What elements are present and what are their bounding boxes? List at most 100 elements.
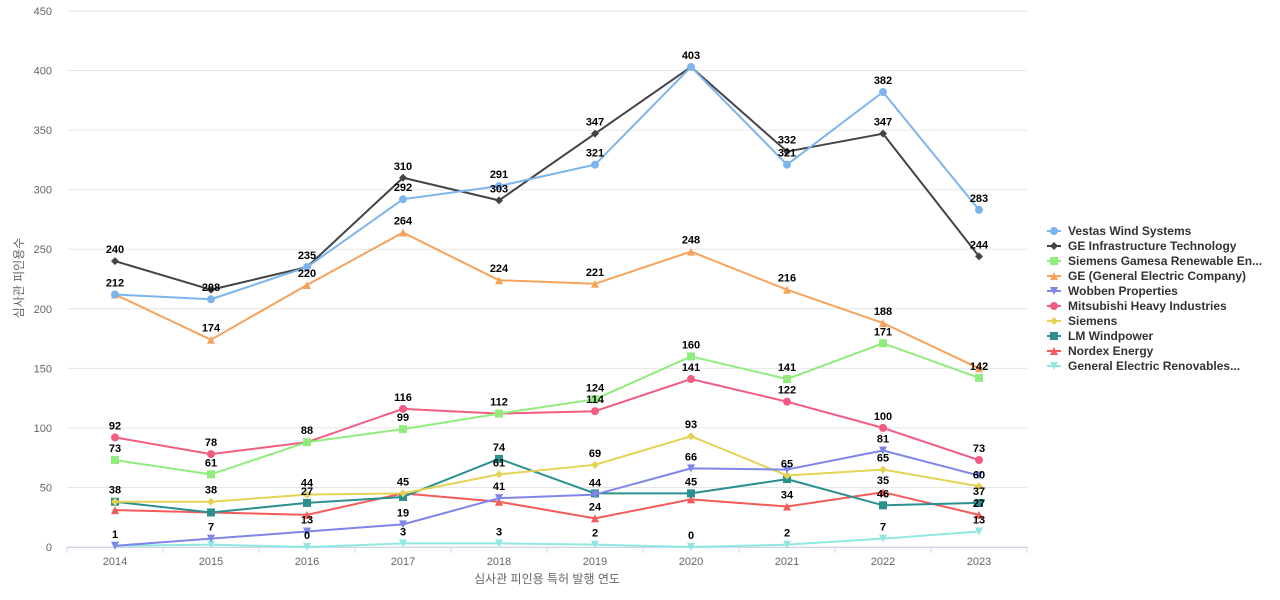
y-tick-label: 250 (34, 244, 52, 256)
data-label: 240 (106, 244, 124, 256)
data-label: 3 (496, 526, 502, 538)
legend-label: GE (General Electric Company) (1068, 269, 1246, 283)
legend-symbol (1050, 272, 1058, 280)
data-label: 221 (586, 267, 604, 279)
data-label: 292 (394, 182, 412, 194)
data-label: 0 (304, 530, 310, 542)
series-line (115, 435, 980, 503)
data-point (879, 465, 887, 474)
legend-item: GE Infrastructure Technology (1047, 239, 1237, 253)
grid (67, 10, 1027, 548)
y-axis-title: 심사관 피인용수 (12, 238, 26, 319)
data-point (495, 494, 503, 503)
series-line (114, 65, 980, 291)
data-point (975, 482, 983, 491)
data-label: 19 (397, 507, 409, 519)
series-group (111, 446, 983, 550)
data-label: 78 (205, 437, 217, 449)
data-point (975, 471, 983, 480)
data-point (879, 488, 887, 497)
data-label: 65 (877, 453, 889, 465)
data-point (591, 540, 599, 549)
data-label: 220 (298, 268, 316, 280)
data-label: 41 (493, 481, 505, 493)
y-tick-label: 100 (34, 423, 52, 435)
data-point (783, 285, 791, 294)
legend-label: Vestas Wind Systems (1068, 224, 1192, 238)
data-point (687, 352, 695, 361)
data-point (111, 506, 119, 515)
data-label: 2 (592, 528, 598, 540)
x-tick-label: 2022 (871, 556, 895, 568)
data-point (207, 285, 215, 294)
data-label: 174 (202, 323, 221, 335)
legend-label: Mitsubishi Heavy Industries (1068, 299, 1227, 313)
data-label: 35 (877, 475, 889, 487)
data-point (687, 432, 695, 441)
data-point (879, 339, 887, 348)
series-lines (111, 62, 983, 551)
data-label: 13 (301, 515, 313, 527)
legend-item: Siemens (1047, 314, 1118, 328)
data-point (495, 454, 503, 463)
x-tick-label: 2018 (487, 556, 511, 568)
x-tick-label: 2015 (199, 556, 223, 568)
data-point (591, 279, 599, 288)
data-point (207, 335, 215, 344)
data-label: 283 (970, 193, 988, 205)
legend-symbol (1050, 332, 1058, 340)
data-label: 37 (973, 486, 985, 498)
data-point (879, 129, 887, 138)
data-point (303, 510, 311, 519)
x-tick-label: 2019 (583, 556, 607, 568)
legend-item: Siemens Gamesa Renewable En... (1047, 254, 1262, 268)
data-point (303, 438, 311, 447)
data-label: 321 (586, 148, 604, 160)
data-label: 99 (397, 412, 409, 424)
data-point (687, 495, 695, 504)
data-point (783, 540, 791, 549)
data-point (879, 501, 887, 510)
legend-label: Wobben Properties (1068, 284, 1178, 298)
legend-item: Nordex Energy (1047, 344, 1154, 358)
data-label: 27 (973, 498, 985, 510)
data-point (111, 257, 119, 266)
data-point (207, 295, 215, 304)
data-label: 235 (298, 250, 316, 262)
data-point (111, 456, 119, 465)
data-label: 332 (778, 135, 796, 147)
data-point (783, 160, 791, 169)
data-point (687, 375, 695, 384)
series-group (111, 228, 983, 373)
data-point (303, 280, 311, 289)
data-point (303, 543, 311, 551)
y-tick-label: 200 (34, 304, 52, 316)
data-point (111, 497, 119, 506)
y-tick-label: 300 (34, 185, 52, 197)
data-label: 347 (874, 117, 892, 129)
series-group (111, 339, 983, 479)
data-label: 403 (682, 50, 700, 62)
data-point (495, 182, 503, 191)
data-point (495, 276, 503, 285)
data-point (111, 541, 119, 550)
legend-symbol (1050, 362, 1058, 370)
x-tick-label: 2017 (391, 556, 415, 568)
data-label: 38 (109, 485, 121, 497)
data-point (207, 534, 215, 543)
data-point (207, 497, 215, 506)
data-point (399, 404, 407, 413)
data-label: 124 (586, 382, 605, 394)
legend-symbol (1050, 287, 1058, 295)
data-point (591, 395, 599, 404)
data-label: 248 (682, 235, 700, 247)
data-point (975, 498, 983, 507)
data-label: 24 (589, 501, 602, 513)
data-label: 3 (400, 526, 406, 538)
data-point (495, 470, 503, 479)
data-label: 27 (301, 486, 313, 498)
data-label: 69 (589, 448, 601, 460)
data-point (399, 425, 407, 434)
